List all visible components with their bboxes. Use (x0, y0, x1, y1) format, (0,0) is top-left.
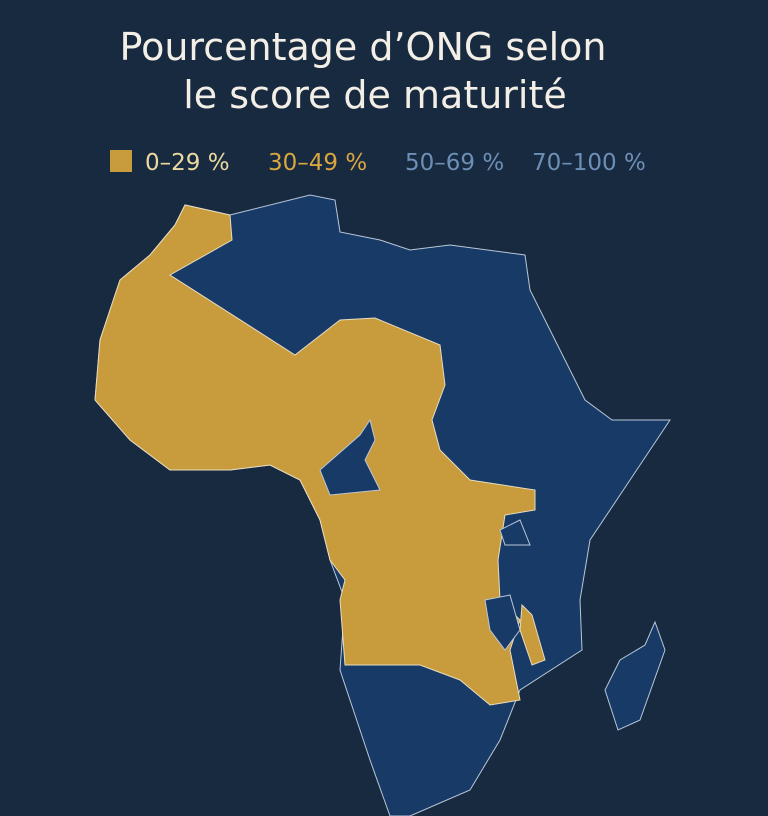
title-line: Pourcentage d’ONG selon (120, 25, 607, 69)
africa-map (94, 194, 671, 816)
region (484, 594, 521, 651)
region (319, 418, 381, 496)
legend-label: 30–49 % (268, 150, 367, 176)
title-line: le score de maturité (183, 73, 567, 117)
region (604, 620, 666, 731)
legend-label: 0–29 % (145, 150, 230, 176)
legend-label: 70–100 % (532, 150, 646, 176)
legend-swatch (110, 150, 132, 172)
region (499, 519, 531, 546)
legend-label: 50–69 % (405, 150, 504, 176)
region (519, 603, 546, 666)
region (94, 204, 536, 706)
